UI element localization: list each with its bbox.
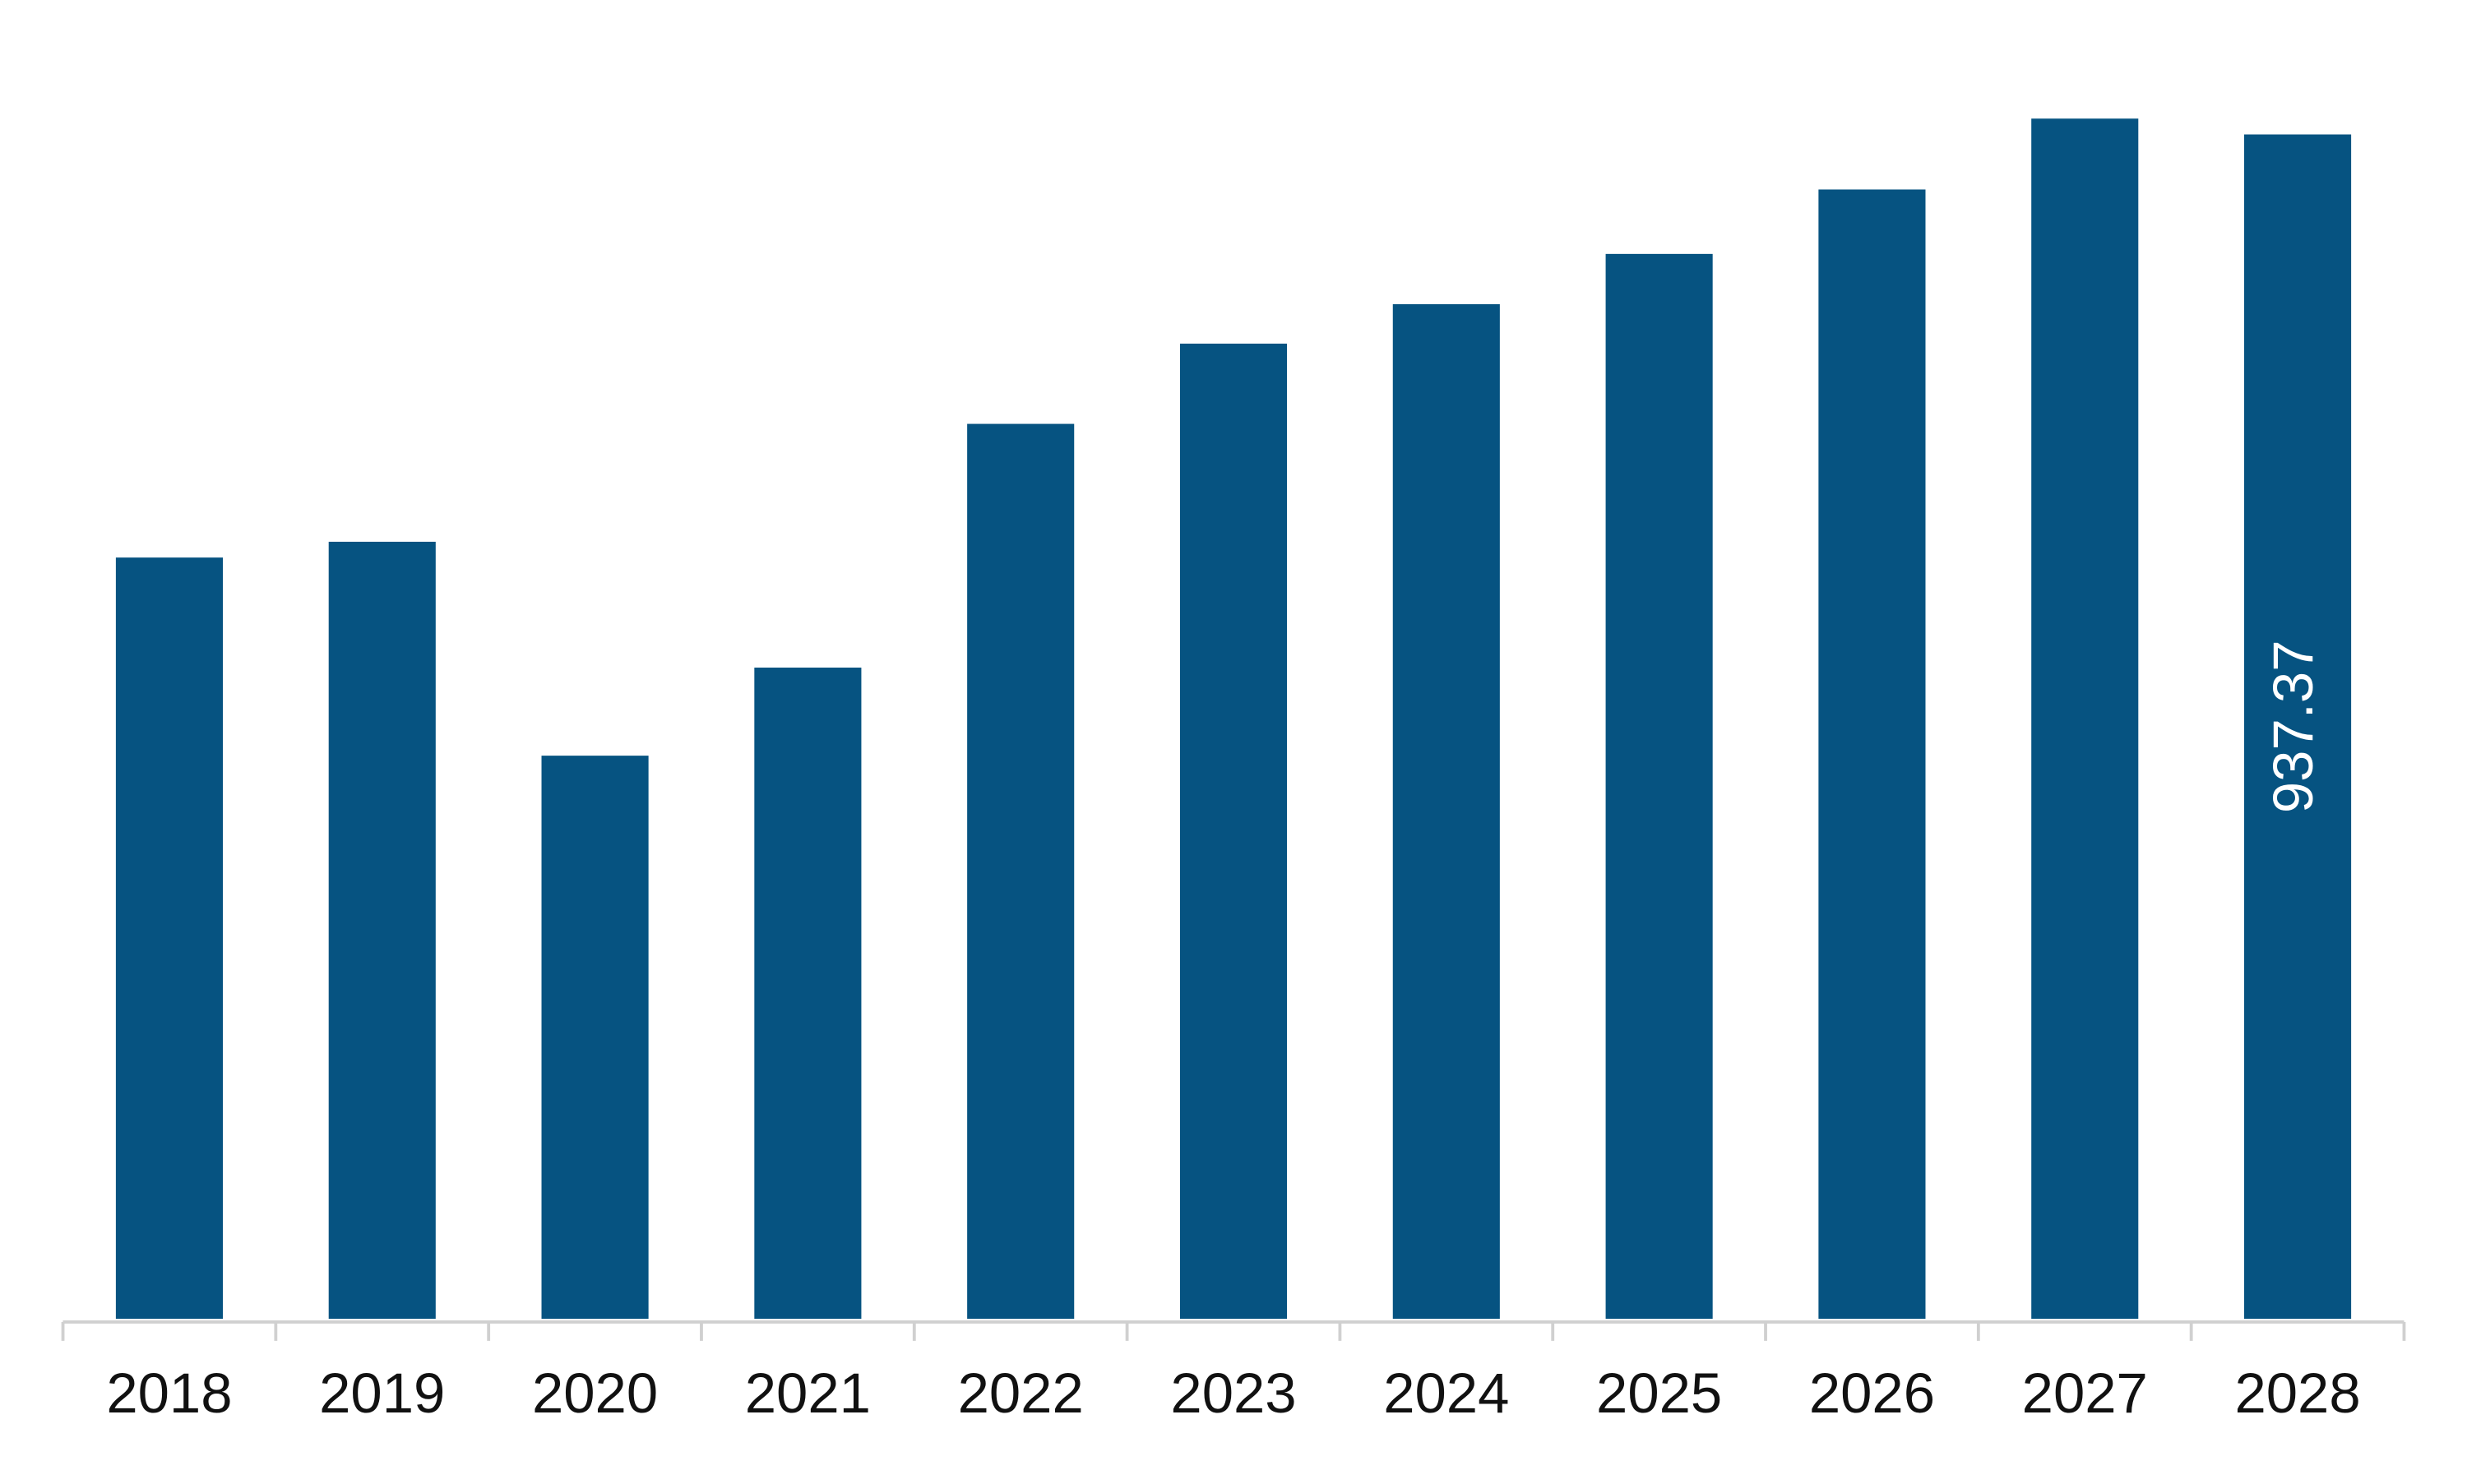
x-tick-label: 2023 bbox=[1170, 1361, 1296, 1425]
x-tick-label: 2026 bbox=[1809, 1361, 1935, 1425]
bar bbox=[1392, 304, 1500, 1320]
bar bbox=[1605, 253, 1713, 1320]
bar bbox=[115, 557, 223, 1320]
x-tick-label: 2027 bbox=[2022, 1361, 2148, 1425]
data-label: 937.37 bbox=[2261, 640, 2325, 813]
bar bbox=[754, 668, 862, 1320]
bar bbox=[1179, 343, 1288, 1320]
x-tick-label: 2025 bbox=[1596, 1361, 1722, 1425]
x-tick-label: 2022 bbox=[958, 1361, 1084, 1425]
bar bbox=[2244, 134, 2352, 1320]
x-tick-label: 2021 bbox=[745, 1361, 871, 1425]
x-tick-label: 2019 bbox=[319, 1361, 445, 1425]
x-tick-label: 2018 bbox=[106, 1361, 232, 1425]
x-tick-label: 2028 bbox=[2234, 1361, 2360, 1425]
bar bbox=[328, 541, 436, 1320]
bar bbox=[967, 423, 1075, 1320]
bar bbox=[2031, 118, 2139, 1320]
x-tick-label: 2020 bbox=[532, 1361, 658, 1425]
bar bbox=[541, 756, 649, 1320]
x-tick-label: 2024 bbox=[1383, 1361, 1509, 1425]
bar bbox=[1818, 189, 1926, 1320]
